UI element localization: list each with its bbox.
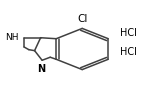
Text: N: N xyxy=(37,64,45,74)
Text: HCl: HCl xyxy=(120,47,137,57)
Text: HCl: HCl xyxy=(120,28,137,38)
Text: Cl: Cl xyxy=(77,15,87,24)
Text: NH: NH xyxy=(5,33,18,42)
